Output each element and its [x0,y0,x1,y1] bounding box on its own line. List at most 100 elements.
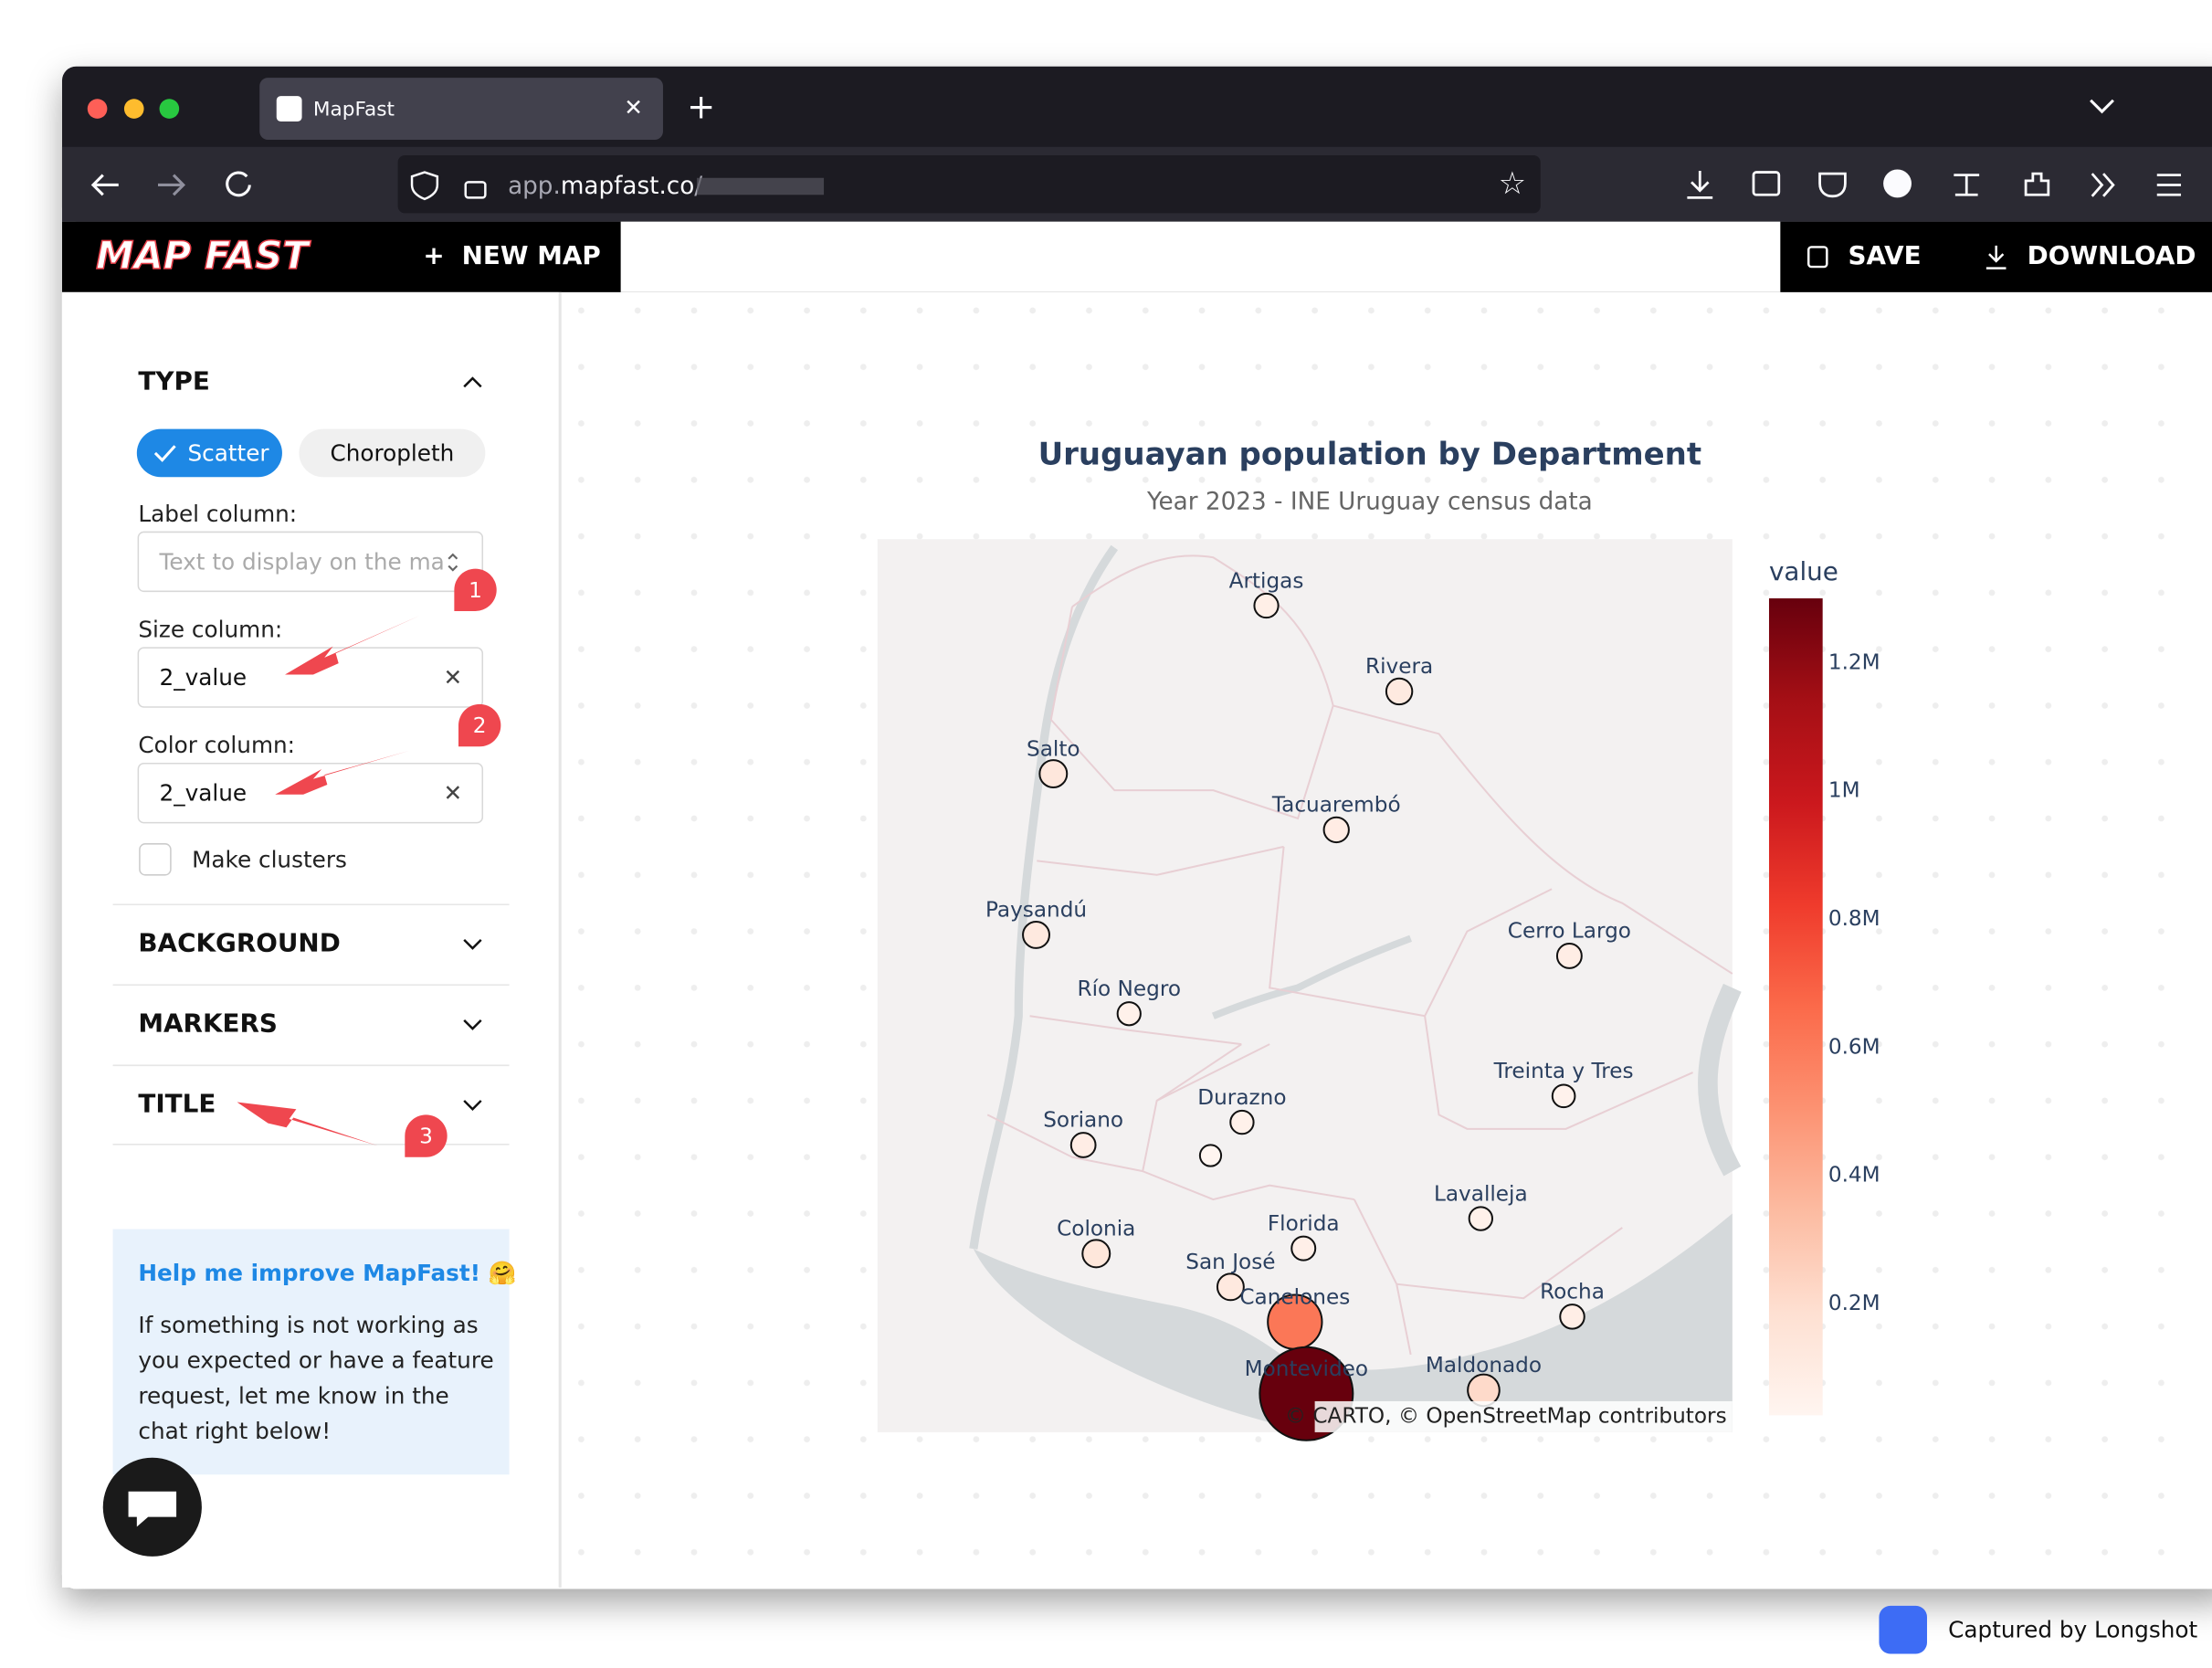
marker[interactable] [1081,1239,1111,1269]
clear-button[interactable]: ✕ [443,664,462,691]
color-column-select[interactable] [137,762,484,824]
chat-icon [128,1491,177,1527]
clusters-checkbox[interactable] [139,843,172,876]
type-heading[interactable]: TYPE [138,366,209,396]
url-part: mapfast.co [561,173,694,200]
label-column-select[interactable] [137,531,484,593]
marker[interactable] [1468,1206,1493,1231]
help-line: you expected or have a feature [138,1347,493,1374]
marker[interactable] [1253,592,1280,619]
colorbar [1768,598,1823,1416]
lake [1211,934,1412,1019]
menu[interactable] [2156,174,2182,196]
marker-label: Florida [1268,1212,1340,1236]
collapse-icon[interactable] [463,376,482,388]
size-column-select[interactable] [137,647,484,708]
marker[interactable] [1116,1001,1142,1027]
back-button[interactable] [90,174,119,196]
colorbar-tick-label: 0.2M [1828,1292,1880,1315]
marker-label: Treinta y Tres [1493,1060,1634,1083]
reload-button[interactable] [226,171,251,197]
tab[interactable] [259,78,663,141]
marker-label: Paysandú [985,899,1087,923]
help-line: request, let me know in the [138,1382,448,1409]
marker-label: Río Negro [1078,977,1182,1001]
tab-icon [276,96,302,121]
marker-label: Tacuarembó [1271,794,1401,818]
expand-icon[interactable] [463,1019,482,1030]
marker[interactable] [1290,1235,1317,1262]
type-option-label: Choropleth [330,439,454,466]
pocket[interactable] [1818,172,1847,198]
marker[interactable] [1229,1109,1255,1135]
marker[interactable] [1198,1144,1223,1167]
downloads[interactable] [1687,171,1713,199]
marker[interactable] [1038,759,1069,789]
marker[interactable] [1216,1272,1245,1302]
url-bar[interactable] [397,155,1541,214]
marker[interactable] [1551,1083,1576,1109]
close-button[interactable] [87,99,108,119]
colorbar-tick-label: 0.4M [1828,1164,1880,1188]
new-tab[interactable]: + [687,88,715,127]
markers: Artigas Rivera Salto Tacuarembó Paysandú Cerr… [985,569,1634,1441]
help-line: chat right below! [138,1418,331,1444]
url: app.mapfast.co/ [508,173,702,200]
logo[interactable]: MAP FAST [95,232,312,279]
color-column-value: 2_value [160,780,248,807]
new-map-button[interactable]: + NEW MAP [423,240,600,270]
badge-label: 1 [469,579,482,603]
forward-button[interactable] [158,174,185,196]
marker[interactable] [1322,816,1350,844]
more-tools[interactable] [2091,173,2115,197]
marker[interactable] [1022,920,1050,949]
marker-label: Montevideo [1245,1357,1368,1381]
marker-label: Soriano [1043,1109,1123,1133]
size-column-label: Size column: [138,617,282,643]
section-heading[interactable]: MARKERS [138,1008,278,1039]
marker-label: San José [1185,1251,1275,1274]
minimize-button[interactable] [123,99,144,119]
boundaries [986,554,1733,1356]
legend-title: value [1769,556,1838,586]
bookmark-star[interactable]: ☆ [1499,165,1526,202]
marker[interactable] [1385,677,1414,706]
marker[interactable] [1555,943,1583,969]
chart-title: Uruguayan population by Department [1038,437,1702,473]
label-column-placeholder: Text to display on the ma [159,548,445,575]
tab-title: MapFast [313,99,395,121]
expand-icon[interactable] [463,938,482,950]
clear-button[interactable]: ✕ [443,780,462,807]
translate[interactable] [1954,174,1980,196]
extensions[interactable] [2024,172,2050,196]
arrow [285,615,421,675]
badge-label: 2 [473,714,487,738]
save-button[interactable]: SAVE [1848,240,1921,270]
screenshot-icon[interactable] [1752,171,1781,196]
marker[interactable] [1069,1132,1097,1158]
tab-close[interactable]: ✕ [624,94,643,121]
sections: BACKGROUND MARKERS TITLE [112,903,510,1145]
zoom-button[interactable] [159,99,180,119]
download-button[interactable]: DOWNLOAD [2028,240,2196,270]
help-box [112,1229,510,1475]
marker-label: Cerro Largo [1508,920,1631,944]
help-title: Help me improve MapFast! 🤗 [138,1260,516,1286]
section-heading[interactable]: TITLE [138,1089,216,1119]
marker-label: Durazno [1197,1086,1286,1110]
expand-icon[interactable] [463,1100,482,1111]
sea [973,1213,1733,1432]
marker-label: Artigas [1229,569,1304,593]
marker[interactable] [1559,1304,1585,1330]
type-option[interactable] [136,428,282,478]
type-option[interactable] [299,428,486,478]
shield-icon [410,171,439,201]
check-icon [153,445,176,462]
url-part: app. [508,173,561,200]
lagoon [1698,983,1742,1177]
tab-list[interactable] [2090,99,2114,114]
section-heading[interactable]: BACKGROUND [138,927,340,957]
profile-icon[interactable] [1883,169,1912,198]
marker-label: Rivera [1365,655,1433,679]
chart-subtitle: Year 2023 - INE Uruguay census data [1146,489,1593,516]
